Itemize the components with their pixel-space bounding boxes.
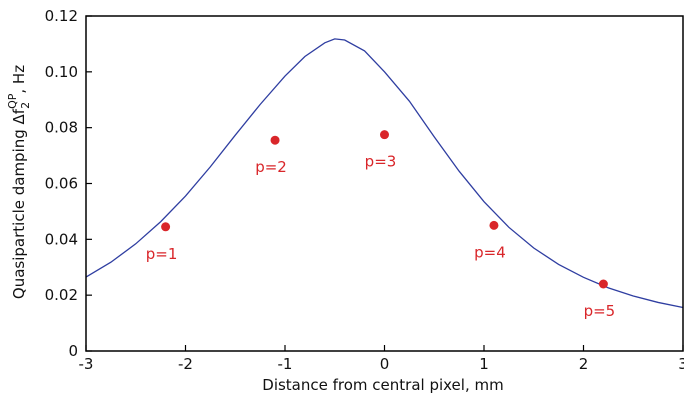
y-tick-label: 0.04: [45, 230, 78, 248]
data-point: [161, 222, 171, 232]
y-tick-label: 0.10: [45, 63, 78, 81]
point-labels: p=1 p=2 p=3 p=4 p=5: [146, 153, 615, 320]
y-tick-label: 0.02: [45, 286, 78, 304]
point-label: p=2: [255, 158, 287, 176]
point-label: p=3: [365, 153, 397, 171]
x-tick-label: 2: [579, 355, 589, 373]
x-axis-ticks: -3 -2 -1 0 1 2 3: [79, 345, 684, 373]
point-label: p=5: [584, 302, 616, 320]
x-tick-label: -2: [178, 355, 193, 373]
y-tick-label: 0.06: [45, 175, 78, 193]
x-tick-label: -3: [79, 355, 94, 373]
x-tick-label: -1: [278, 355, 293, 373]
y-tick-label: 0.12: [45, 7, 78, 25]
data-point: [270, 135, 280, 145]
y-axis-title-main: Quasiparticle damping Δf: [10, 108, 28, 299]
data-point: [598, 279, 608, 289]
x-tick-label: 1: [479, 355, 489, 373]
plot-area: [85, 15, 684, 352]
y-tick-label: 0: [68, 342, 78, 360]
y-axis-title-units: , Hz: [10, 65, 28, 94]
point-label: p=4: [474, 243, 506, 261]
point-label: p=1: [146, 245, 178, 263]
x-tick-label: 0: [380, 355, 390, 373]
y-tick-label: 0.08: [45, 119, 78, 137]
data-point: [489, 220, 499, 230]
y-axis-ticks: 0 0.02 0.04 0.06 0.08 0.10 0.12: [45, 7, 92, 360]
y-axis-title-superscript: QP: [6, 93, 19, 109]
x-tick-label: 3: [678, 355, 684, 373]
fit-curve: [85, 38, 684, 309]
y-axis-title-subscript: 2: [19, 102, 32, 109]
x-axis-title: Distance from central pixel, mm: [262, 376, 503, 394]
data-points: [161, 130, 608, 289]
y-axis-title: Quasiparticle damping Δf2QP, Hz: [6, 65, 32, 299]
plot-frame: [85, 15, 684, 352]
data-point: [380, 130, 389, 140]
